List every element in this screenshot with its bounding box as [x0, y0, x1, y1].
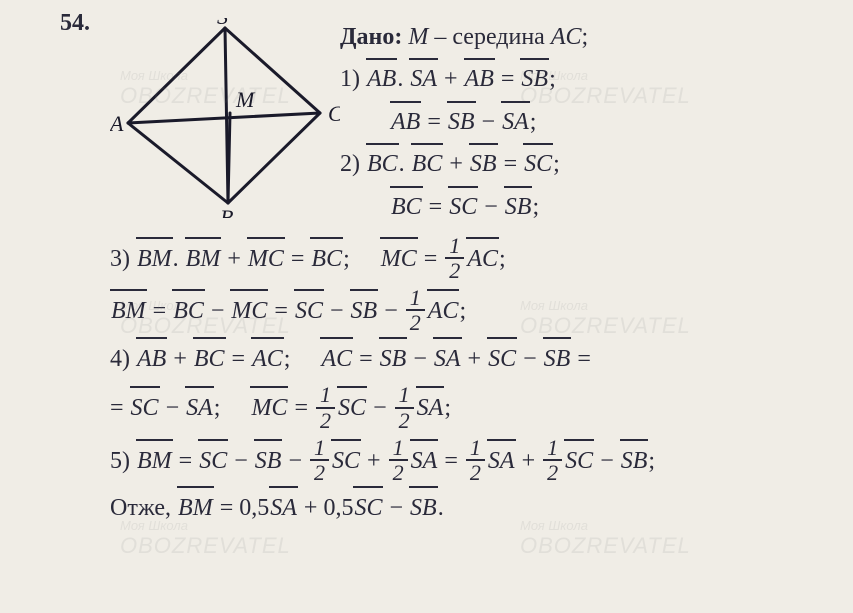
svg-text:S: S [217, 18, 228, 29]
right-column: Дано: M – середина AC; 1) AB. SA + AB = … [340, 18, 803, 230]
step-1-line-1: 1) AB. SA + AB = SB; [340, 60, 803, 98]
step-1-line-2: AB = SB − SA; [340, 103, 803, 141]
svg-text:C: C [328, 101, 340, 126]
svg-text:M: M [235, 87, 256, 112]
problem-number: 54. [60, 10, 90, 37]
svg-text:B: B [220, 205, 233, 218]
conclusion-line: Отже, BM = 0,5SA + 0,5SC − SB. [110, 488, 803, 529]
step-4-line-2: = SC − SA; MC = 12SC − 12SA; [110, 383, 803, 431]
given-label: Дано: [340, 24, 402, 50]
step-3-line-1: 3) BM. BM + MC = BC; MC = 12AC; [110, 234, 803, 282]
step-3-line-2: BM = BC − MC = SC − SB − 12AC; [110, 286, 803, 334]
svg-text:A: A [110, 111, 124, 136]
step-2-line-1: 2) BC. BC + SB = SC; [340, 145, 803, 183]
step-2-line-2: BC = SC − SB; [340, 188, 803, 226]
given-line: Дано: M – середина AC; [340, 18, 803, 56]
page: Моя Школа OBOZREVATEL Моя Школа OBOZREVA… [0, 0, 853, 613]
math-body: 3) BM. BM + MC = BC; MC = 12AC; BM = BC … [60, 234, 803, 529]
step-4-line-1: 4) AB + BC = AC; AC = SB − SA + SC − SB … [110, 339, 803, 380]
conclude-word: Отже, [110, 495, 177, 521]
top-row: S A C B M Дано: M – середина AC; 1) AB. SA +… [110, 18, 803, 230]
geometry-figure: S A C B M [110, 18, 340, 218]
step-5-line: 5) BM = SC − SB − 12SC + 12SA = 12SA + 1… [110, 436, 803, 484]
